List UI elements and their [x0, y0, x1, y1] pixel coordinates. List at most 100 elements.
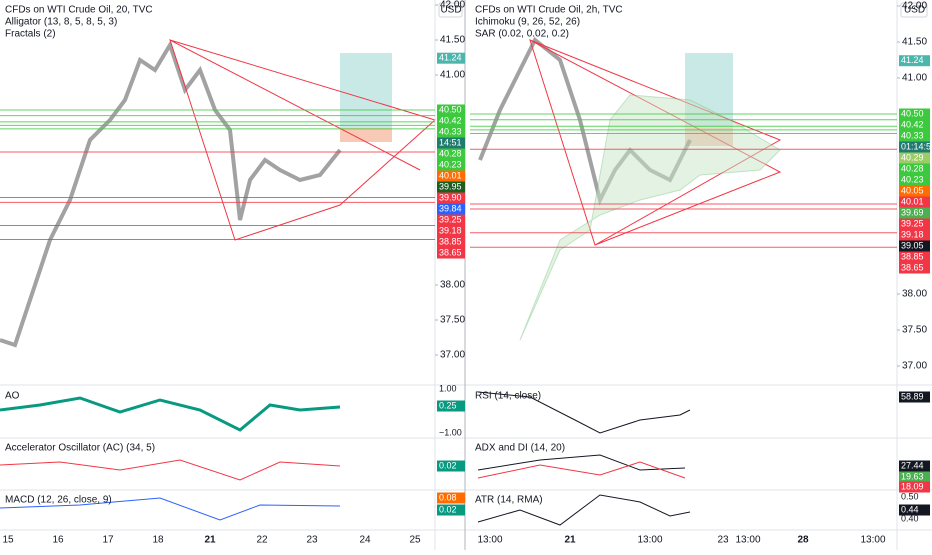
pane-label-box: [437, 492, 465, 504]
pane-label: 58.89: [901, 391, 924, 401]
price-label: 40.01: [901, 196, 924, 206]
price-label: 39.18: [439, 225, 462, 235]
price-label-box: [899, 240, 930, 252]
pane-label-box: [899, 481, 930, 493]
pane-label: 0.25: [439, 400, 457, 410]
pane-title: AO: [5, 391, 20, 402]
currency: USD: [440, 5, 461, 16]
currency-box: [900, 2, 928, 18]
currency: USD: [904, 5, 925, 16]
price-label-box: [437, 192, 465, 204]
pane-title: ATR (14, RMA): [475, 495, 543, 506]
x-tick-label: 17: [102, 535, 114, 546]
price-label: 39.84: [439, 203, 462, 213]
y-tick-label: 41.00: [440, 70, 465, 81]
y-tick-label: 38.00: [440, 280, 465, 291]
price-label-box: [437, 126, 465, 138]
pane-label: 27.44: [901, 460, 924, 470]
price-label: 40.01: [439, 170, 462, 180]
price-label: 40.42: [439, 115, 462, 125]
indicator-name: Alligator (13, 8, 5, 8, 5, 3): [5, 17, 117, 28]
price-label: 38.65: [901, 262, 924, 272]
ichimoku-cloud: [519, 94, 781, 341]
price-label-box: [899, 207, 930, 219]
price-label: 40.29: [901, 152, 924, 162]
price-label: 40.50: [439, 104, 462, 114]
trend-lines: [169, 38, 436, 241]
price-label-box: [437, 148, 465, 160]
di-sketch: [477, 461, 686, 479]
pane-label: 1.00: [439, 383, 457, 393]
price-label-box: [437, 52, 465, 64]
x-tick-label: 25: [409, 535, 421, 546]
price-label-box: [899, 174, 930, 186]
x-tick-label: 23: [717, 535, 729, 546]
indicator-name: Ichimoku (9, 26, 52, 26): [475, 17, 580, 28]
price-label-box: [437, 236, 465, 248]
currency-box: [438, 2, 463, 18]
price-label-box: [899, 229, 930, 241]
pane-label: 0.44: [901, 504, 919, 514]
price-label-box: [437, 159, 465, 171]
x-tick-label: 13:00: [735, 535, 760, 546]
price-label: 39.69: [901, 207, 924, 217]
x-tick-label: 13:00: [477, 535, 502, 546]
price-label: 40.28: [439, 148, 462, 158]
y-tick-label: 37.50: [440, 315, 465, 326]
price-label-box: [437, 137, 465, 149]
price-label-box: [437, 214, 465, 226]
macd-sketch: [0, 497, 341, 521]
pane-label: 0.40: [901, 513, 919, 523]
price-label-box: [899, 218, 930, 230]
stop-box: [340, 128, 392, 142]
price-label-box: [899, 108, 930, 120]
price-label: 39.95: [439, 181, 462, 191]
pane-label-box: [437, 460, 465, 472]
price-label-box: [437, 115, 465, 127]
y-tick-label: 42.00: [440, 0, 465, 11]
price-label-box: [899, 55, 930, 67]
x-tick-label: 16: [52, 535, 64, 546]
pane-label: 18.09: [901, 481, 924, 491]
pane-title: MACD (12, 26, close, 9): [5, 495, 112, 506]
y-tick-label: 41.50: [902, 37, 927, 48]
indicator-name: SAR (0.02, 0.02, 0.2): [475, 29, 569, 40]
y-tick-label: 41.50: [440, 35, 465, 46]
price-label: 41.24: [439, 53, 462, 63]
price-label-box: [899, 152, 930, 164]
price-label: 39.18: [901, 229, 924, 239]
x-tick-label: 21: [564, 535, 576, 546]
price-label-box: [899, 196, 930, 208]
price-label-box: [437, 247, 465, 259]
price-label: 39.90: [439, 192, 462, 202]
price-label: 38.65: [439, 247, 462, 257]
price-label: 39.25: [901, 218, 924, 228]
price-label: 14:51: [439, 137, 462, 147]
price-label-box: [437, 203, 465, 215]
price-label-box: [899, 262, 930, 274]
pane-label: 0.08: [439, 492, 457, 502]
x-tick-label: 21: [204, 535, 216, 546]
x-tick-label: 18: [152, 535, 164, 546]
price-label-box: [899, 251, 930, 263]
adx-sketch: [477, 454, 686, 471]
ao-sketch: [0, 396, 341, 432]
indicator-name: Fractals (2): [5, 29, 56, 40]
x-tick-label: 28: [797, 535, 809, 546]
pane-label: −1.00: [439, 427, 462, 437]
y-tick-label: 42.00: [902, 1, 927, 12]
y-tick-label: 37.00: [440, 350, 465, 361]
rsi-sketch: [477, 391, 691, 434]
pane-title: RSI (14, close): [475, 391, 541, 402]
x-tick-label: 13:00: [637, 535, 662, 546]
y-tick-label: 38.00: [902, 289, 927, 300]
price-label: 40.33: [901, 130, 924, 140]
pane-label-box: [437, 504, 465, 516]
price-label-box: [437, 104, 465, 116]
x-tick-label: 15: [2, 535, 14, 546]
price-label-box: [437, 181, 465, 193]
price-label: 38.85: [901, 251, 924, 261]
price-label-box: [899, 130, 930, 142]
pane-title: ADX and DI (14, 20): [475, 443, 565, 454]
